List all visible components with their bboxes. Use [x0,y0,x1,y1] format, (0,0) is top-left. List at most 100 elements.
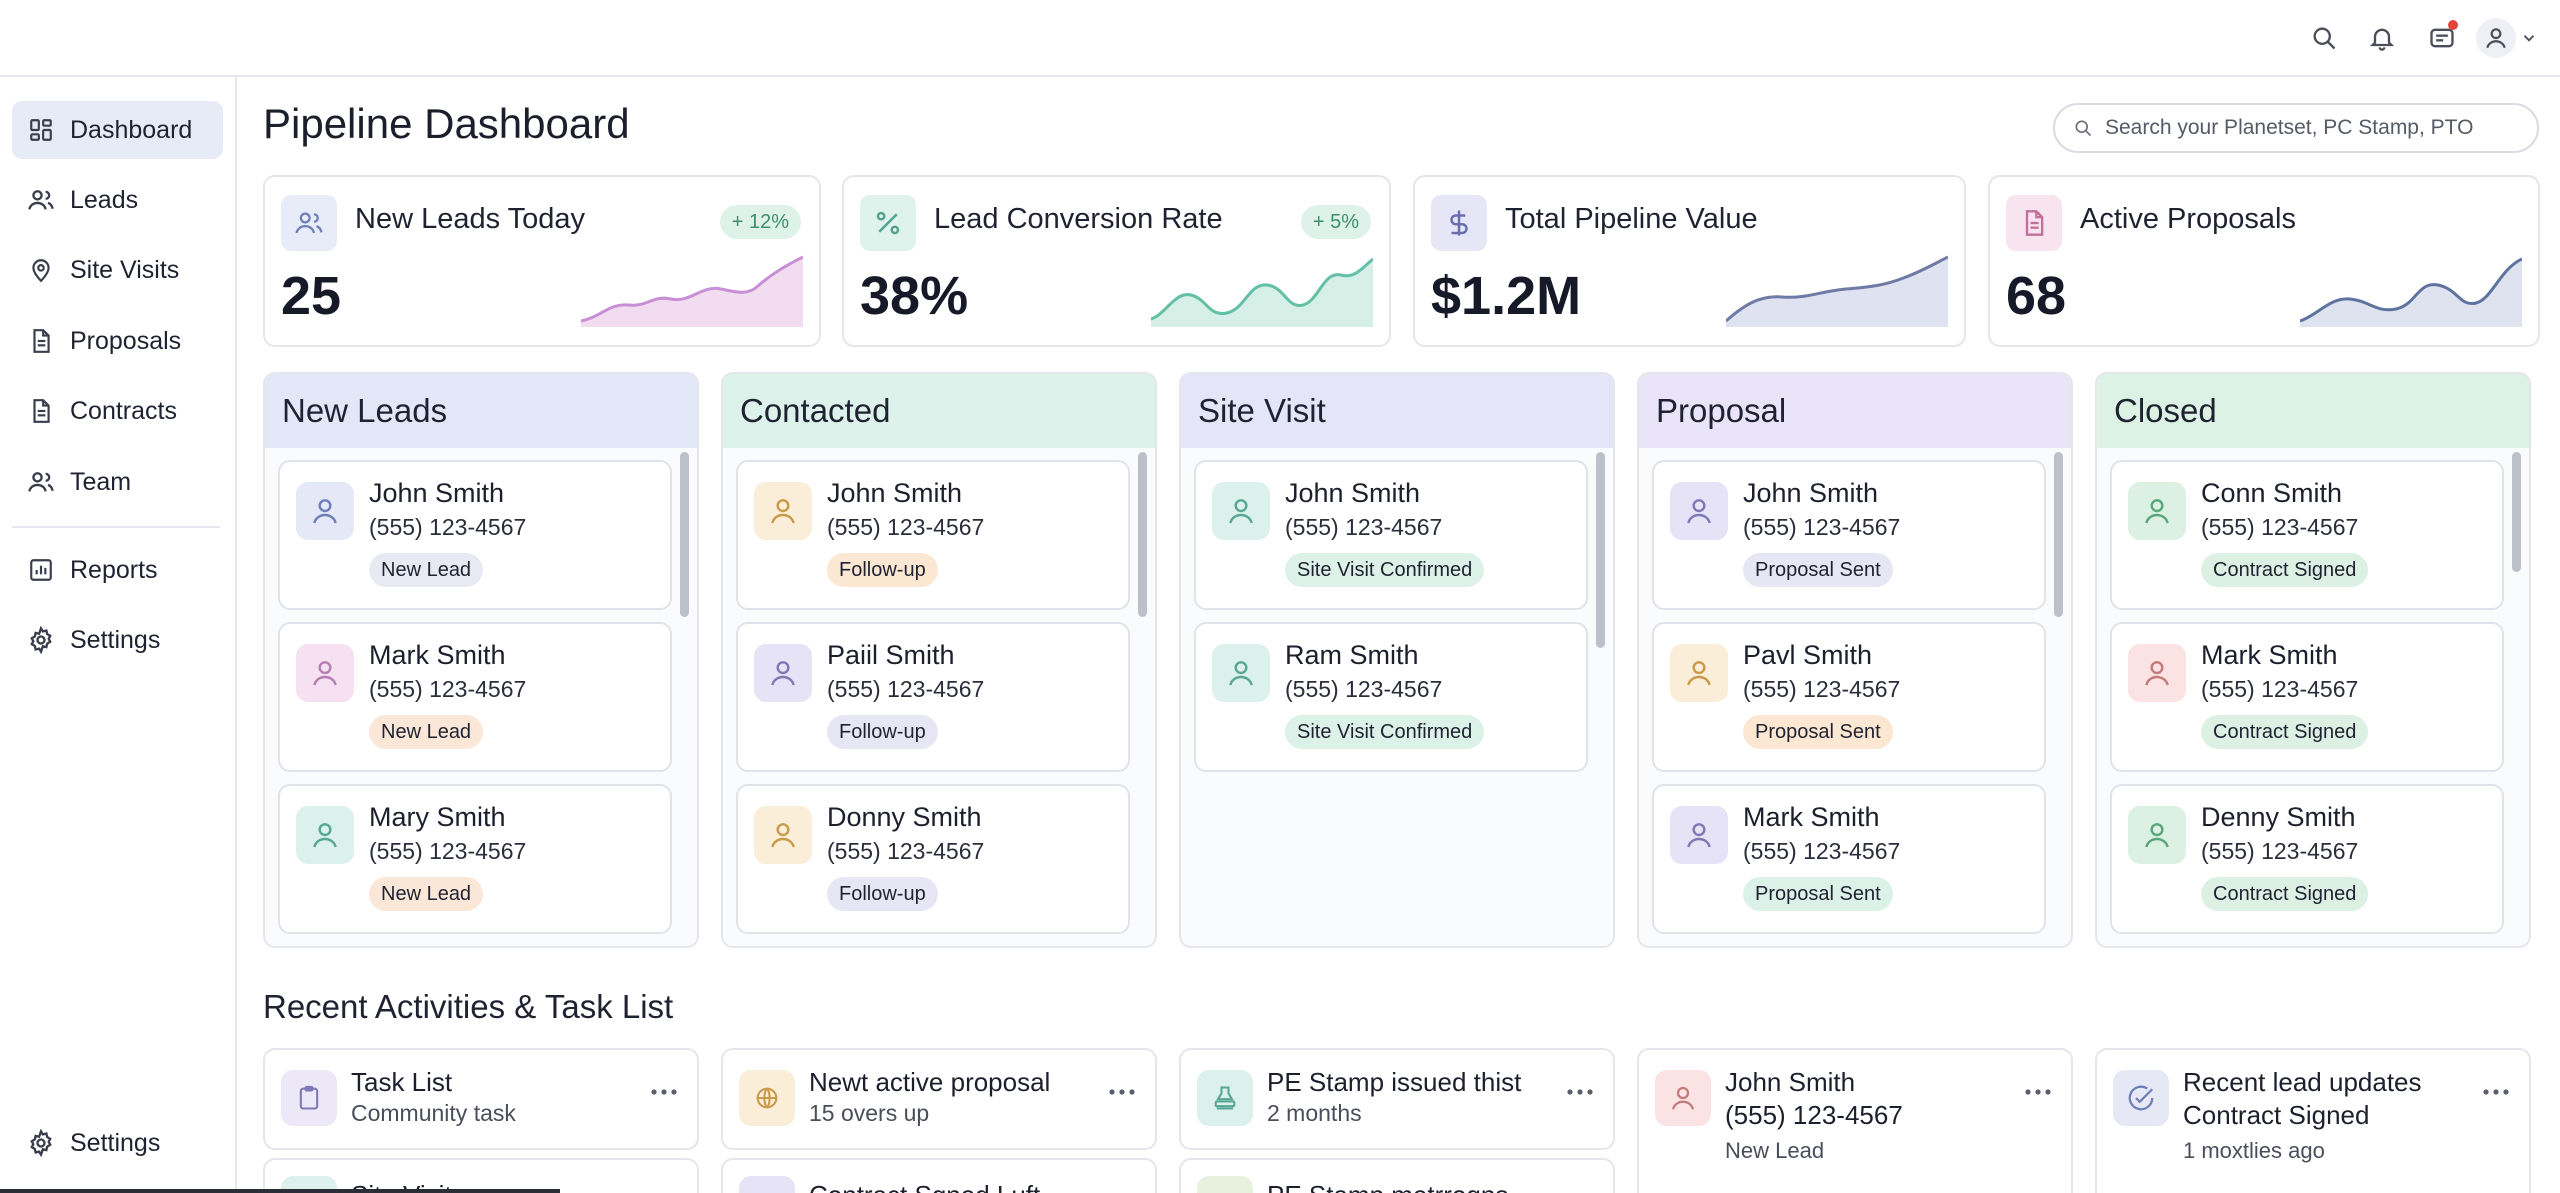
kpi-value: 38% [860,266,969,326]
clipboard-icon [281,1070,337,1126]
lead-card[interactable]: John Smith (555) 123-4567 Follow-up [736,460,1130,610]
chat-icon[interactable] [2424,20,2460,56]
lead-phone: (555) 123-4567 [827,514,985,540]
status-badge: Follow-up [827,877,938,911]
sidebar-item-proposals[interactable]: Proposals [12,312,223,370]
lead-card[interactable]: Mary Smith (555) 123-4567 New Lead [278,784,672,934]
gear-icon [26,1128,56,1158]
lead-card[interactable]: Denny Smith (555) 123-4567 Contract Sign… [2110,784,2504,934]
more-options-icon[interactable] [1565,1082,1595,1102]
activity-card[interactable]: PE Stamp metrrogns [1179,1158,1615,1193]
sidebar-footer-settings[interactable]: Settings [12,1114,223,1172]
sidebar-item-team[interactable]: Team [12,453,223,511]
kpi-card-new-leads[interactable]: New Leads Today + 12% 25 [263,175,821,347]
lead-card[interactable]: Mark Smith (555) 123-4567 New Lead [278,622,672,772]
lead-card[interactable]: Ram Smith (555) 123-4567 Site Visit Conf… [1194,622,1588,772]
kpi-card-active-proposals[interactable]: Active Proposals 68 [1988,175,2540,347]
status-badge: New Lead [369,715,484,749]
activity-card[interactable]: Site Visits [263,1158,699,1193]
user-icon [1670,806,1728,864]
user-icon [1212,644,1270,702]
column-scrollbar[interactable] [1138,452,1147,617]
sidebar-item-settings[interactable]: Settings [12,611,223,669]
more-options-icon[interactable] [1107,1082,1137,1102]
activity-subtitle: Community task [351,1100,516,1126]
sidebar-item-site-visits[interactable]: Site Visits [12,241,223,299]
kpi-card-conversion-rate[interactable]: Lead Conversion Rate + 5% 38% [842,175,1391,347]
activity-card[interactable]: Newt active proposal 15 overs up [721,1048,1157,1150]
more-options-icon[interactable] [649,1082,679,1102]
column-scrollbar[interactable] [2512,452,2521,572]
lead-phone: (555) 123-4567 [1285,676,1443,702]
search-bar[interactable] [2053,103,2539,153]
kpi-trend-badge: + 12% [719,205,801,239]
notification-dot [2448,20,2458,30]
lead-name: Paiil Smith [827,640,955,670]
lead-card[interactable]: Pavl Smith (555) 123-4567 Proposal Sent [1652,622,2046,772]
sidebar-item-label: Reports [70,555,158,584]
lead-phone: (555) 123-4567 [827,838,985,864]
user-icon [1670,644,1728,702]
sidebar-item-label: Leads [70,185,139,214]
activity-subtitle: 2 months [1267,1100,1362,1126]
lead-phone: (555) 123-4567 [1743,514,1901,540]
lead-card[interactable]: John Smith (555) 123-4567 New Lead [278,460,672,610]
chevron-down-icon [2520,29,2538,47]
column-scrollbar[interactable] [1596,452,1605,648]
sidebar-item-dashboard[interactable]: Dashboard [12,101,223,159]
sidebar: Dashboard Leads Site Visits Proposals Co… [0,77,237,1193]
document-icon [739,1176,795,1193]
column-scrollbar[interactable] [2054,452,2063,617]
kanban-column-new-leads: New Leads John Smith (555) 123-4567 New … [263,372,699,948]
activity-card[interactable]: Task List Community task [263,1048,699,1150]
search-icon[interactable] [2306,20,2342,56]
user-icon [296,644,354,702]
search-input[interactable] [2105,116,2525,140]
activity-title: John Smith [1725,1067,1856,1097]
lead-name: Conn Smith [2201,478,2343,508]
lead-card[interactable]: John Smith (555) 123-4567 Proposal Sent [1652,460,2046,610]
kpi-sparkline [1726,255,1948,327]
bell-icon[interactable] [2364,20,2400,56]
lead-name: Mark Smith [2201,640,2338,670]
sidebar-divider [12,526,220,528]
user-menu[interactable] [2476,16,2546,60]
lead-card[interactable]: Donny Smith (555) 123-4567 Follow-up [736,784,1130,934]
lead-phone: (555) 123-4567 [2201,514,2359,540]
lead-phone: (555) 123-4567 [369,838,527,864]
column-title: Closed [2097,374,2529,448]
column-scrollbar[interactable] [680,452,689,617]
activity-title: Contract Sgned Luft [809,1180,1040,1193]
section-title: Recent Activities & Task List [263,988,674,1025]
lead-card[interactable]: Paiil Smith (555) 123-4567 Follow-up [736,622,1130,772]
user-icon [754,644,812,702]
lead-card[interactable]: Conn Smith (555) 123-4567 Contract Signe… [2110,460,2504,610]
kpi-card-pipeline-value[interactable]: Total Pipeline Value $1.2M [1413,175,1966,347]
users-icon [281,195,337,251]
lead-name: John Smith [1285,478,1421,508]
lead-name: John Smith [827,478,963,508]
sidebar-item-label: Site Visits [70,255,180,284]
sidebar-item-label: Dashboard [70,115,193,144]
lead-card[interactable]: John Smith (555) 123-4567 Site Visit Con… [1194,460,1588,610]
status-badge: Proposal Sent [1743,715,1893,749]
status-badge: Proposal Sent [1743,553,1893,587]
activity-card[interactable]: PE Stamp issued thist 2 months [1179,1048,1615,1150]
activity-card[interactable]: Contract Sgned Luft [721,1158,1157,1193]
kpi-sparkline [581,255,803,327]
more-options-icon[interactable] [2481,1082,2511,1102]
sidebar-item-reports[interactable]: Reports [12,541,223,599]
sidebar-item-contracts[interactable]: Contracts [12,382,223,440]
status-badge: New Lead [369,877,484,911]
user-icon [296,482,354,540]
sidebar-item-leads[interactable]: Leads [12,171,223,229]
lead-card[interactable]: Mark Smith (555) 123-4567 Contract Signe… [2110,622,2504,772]
status-badge: Contract Signed [2201,553,2369,587]
status-badge: Contract Signed [2201,877,2369,911]
lead-card[interactable]: Mark Smith (555) 123-4567 Proposal Sent [1652,784,2046,934]
status-badge: Site Visit Confirmed [1285,715,1485,749]
activity-card[interactable]: Recent lead updates Contract Signed 1 mo… [2095,1048,2531,1193]
activity-card[interactable]: John Smith (555) 123-4567 New Lead [1637,1048,2073,1193]
more-options-icon[interactable] [2023,1082,2053,1102]
kpi-label: Active Proposals [2080,203,2296,235]
